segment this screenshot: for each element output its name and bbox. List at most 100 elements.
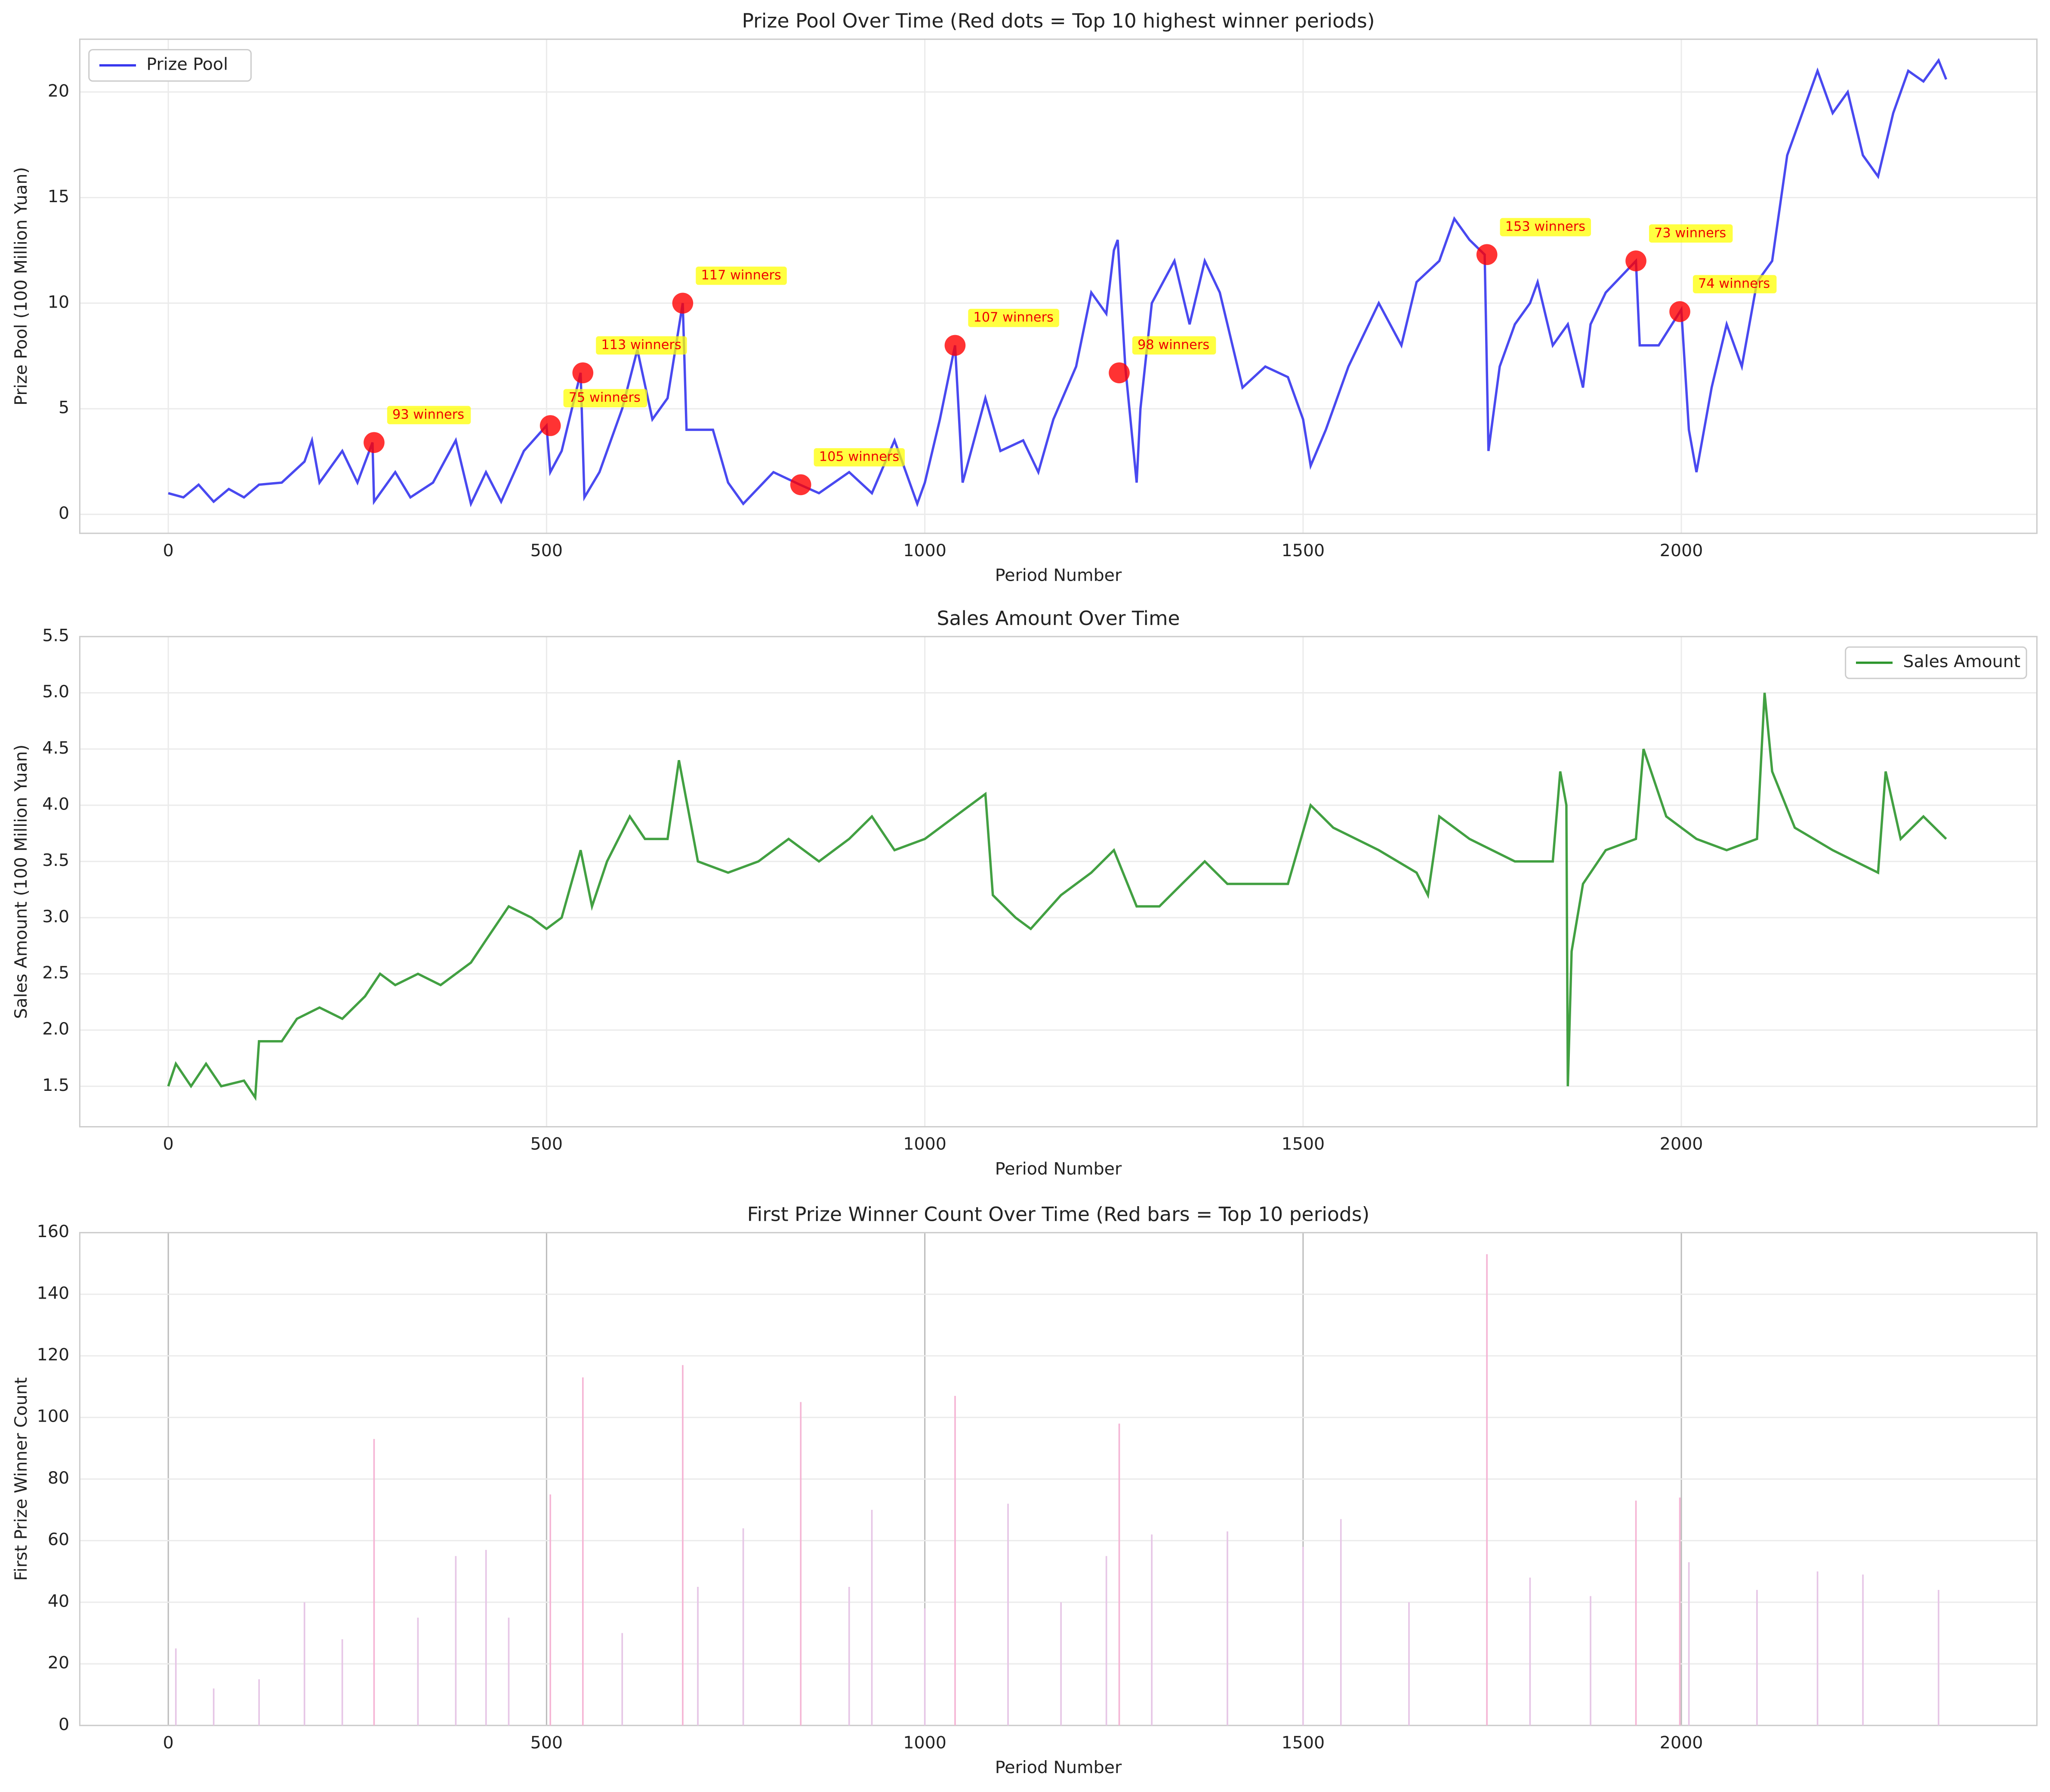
bar bbox=[341, 1639, 343, 1726]
bar bbox=[1529, 1577, 1531, 1726]
y-axis-label: Sales Amount (100 Million Yuan) bbox=[11, 745, 31, 1019]
legend-label: Sales Amount bbox=[1903, 652, 2020, 671]
bar bbox=[1816, 1571, 1819, 1726]
highlight-dot bbox=[1109, 362, 1130, 384]
bar bbox=[848, 1587, 850, 1726]
y-tick-label: 3.0 bbox=[42, 907, 69, 927]
y-tick-label: 5 bbox=[59, 398, 69, 418]
annotation-box bbox=[1132, 336, 1216, 355]
annotation-box bbox=[968, 308, 1059, 327]
annotation: 75 winners bbox=[569, 390, 641, 405]
y-tick-label: 160 bbox=[37, 1222, 69, 1241]
bar bbox=[1007, 1503, 1009, 1726]
bar bbox=[1635, 1500, 1637, 1726]
highlight-dot bbox=[944, 335, 966, 356]
y-tick-label: 2.0 bbox=[42, 1019, 69, 1039]
y-tick-label: 100 bbox=[37, 1407, 69, 1426]
bar bbox=[1679, 1497, 1681, 1726]
chart-title: Sales Amount Over Time bbox=[937, 607, 1180, 630]
x-tick-label: 500 bbox=[530, 541, 563, 560]
y-tick-label: 40 bbox=[48, 1591, 69, 1611]
bar bbox=[1756, 1590, 1758, 1726]
y-tick-label: 140 bbox=[37, 1283, 69, 1303]
annotation-box bbox=[696, 266, 787, 285]
bar bbox=[1151, 1534, 1153, 1726]
y-tick-label: 120 bbox=[37, 1345, 69, 1365]
y-axis-label: First Prize Winner Count bbox=[11, 1377, 31, 1581]
highlight-dot bbox=[1476, 244, 1498, 265]
y-tick-label: 4.5 bbox=[42, 738, 69, 758]
bar bbox=[621, 1633, 623, 1726]
bar bbox=[175, 1648, 177, 1726]
annotation: 113 winners bbox=[601, 337, 681, 352]
bar bbox=[417, 1617, 419, 1726]
x-tick-label: 0 bbox=[163, 541, 174, 560]
bar bbox=[258, 1679, 260, 1726]
plot-frame bbox=[79, 38, 2038, 534]
x-tick-label: 0 bbox=[163, 1733, 174, 1752]
x-tick-label: 2000 bbox=[1660, 1134, 1703, 1154]
highlight-dot bbox=[790, 474, 811, 496]
x-axis-label: Period Number bbox=[995, 1159, 1122, 1179]
bar bbox=[1590, 1596, 1591, 1726]
annotation-box bbox=[1692, 275, 1777, 293]
y-tick-label: 80 bbox=[48, 1468, 69, 1488]
annotation-box bbox=[563, 389, 647, 407]
highlight-dot bbox=[572, 362, 594, 384]
annotation: 93 winners bbox=[392, 407, 464, 422]
annotation: 73 winners bbox=[1654, 225, 1726, 240]
y-tick-label: 4.0 bbox=[42, 794, 69, 814]
x-tick-label: 0 bbox=[163, 1134, 174, 1154]
line bbox=[168, 58, 1948, 508]
annotation: 105 winners bbox=[819, 450, 899, 465]
y-tick-label: 0 bbox=[59, 1715, 69, 1734]
bar bbox=[1938, 1590, 1939, 1726]
bar bbox=[1340, 1519, 1342, 1726]
x-tick-label: 1000 bbox=[903, 541, 946, 560]
plot-frame bbox=[79, 1232, 2038, 1726]
line bbox=[167, 693, 1947, 1101]
bar bbox=[742, 1528, 744, 1726]
highlight-dot bbox=[539, 415, 561, 436]
y-tick-label: 0 bbox=[59, 503, 69, 523]
x-tick-label: 2000 bbox=[1660, 541, 1703, 560]
bar bbox=[1688, 1562, 1690, 1726]
bar bbox=[1060, 1602, 1062, 1726]
highlight-dot bbox=[364, 432, 385, 453]
x-axis-label: Period Number bbox=[995, 1758, 1122, 1777]
x-tick-label: 1500 bbox=[1282, 1134, 1325, 1154]
bar bbox=[508, 1617, 510, 1726]
bar bbox=[924, 1608, 926, 1726]
y-tick-label: 10 bbox=[48, 292, 69, 312]
annotation-box bbox=[1500, 218, 1591, 237]
bar bbox=[1862, 1574, 1864, 1726]
bar bbox=[582, 1377, 584, 1726]
bar bbox=[800, 1402, 802, 1726]
bar bbox=[485, 1550, 487, 1726]
bar bbox=[1118, 1423, 1120, 1726]
y-tick-label: 5.0 bbox=[42, 682, 69, 702]
x-tick-label: 500 bbox=[530, 1733, 563, 1752]
y-tick-label: 20 bbox=[48, 81, 69, 101]
bar bbox=[1227, 1531, 1228, 1726]
y-tick-label: 1.5 bbox=[42, 1075, 69, 1095]
x-axis-label: Period Number bbox=[995, 566, 1122, 585]
annotation-box bbox=[814, 448, 905, 467]
annotation: 74 winners bbox=[1698, 276, 1770, 291]
annotation-box bbox=[1649, 224, 1733, 243]
annotation: 117 winners bbox=[701, 268, 781, 283]
bar bbox=[697, 1587, 699, 1726]
y-tick-label: 20 bbox=[48, 1653, 69, 1673]
y-tick-label: 2.5 bbox=[42, 963, 69, 983]
annotation-box bbox=[596, 336, 687, 355]
bar bbox=[1486, 1254, 1488, 1726]
highlight-dot bbox=[672, 293, 694, 314]
bar bbox=[455, 1556, 457, 1726]
chart-title: First Prize Winner Count Over Time (Red … bbox=[747, 1203, 1370, 1226]
annotation-box bbox=[387, 406, 471, 425]
highlight-dot bbox=[1625, 250, 1646, 271]
annotation: 98 winners bbox=[1138, 337, 1209, 352]
bar bbox=[213, 1688, 215, 1726]
bar bbox=[303, 1602, 305, 1726]
